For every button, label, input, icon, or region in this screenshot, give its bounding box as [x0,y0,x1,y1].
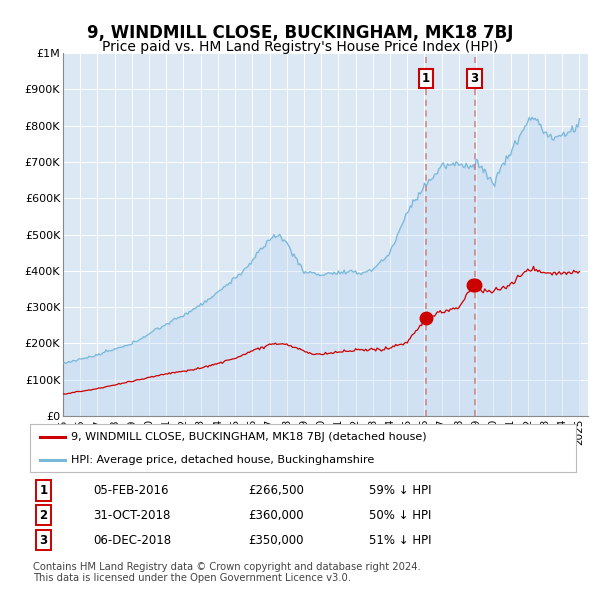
Text: Contains HM Land Registry data © Crown copyright and database right 2024.
This d: Contains HM Land Registry data © Crown c… [33,562,421,584]
Text: 9, WINDMILL CLOSE, BUCKINGHAM, MK18 7BJ: 9, WINDMILL CLOSE, BUCKINGHAM, MK18 7BJ [87,24,513,42]
Text: £266,500: £266,500 [248,484,304,497]
Text: 2: 2 [40,509,48,522]
Text: 06-DEC-2018: 06-DEC-2018 [93,534,171,547]
Text: 9, WINDMILL CLOSE, BUCKINGHAM, MK18 7BJ (detached house): 9, WINDMILL CLOSE, BUCKINGHAM, MK18 7BJ … [71,432,427,442]
Text: 3: 3 [40,534,48,547]
Text: 1: 1 [422,72,430,85]
Text: Price paid vs. HM Land Registry's House Price Index (HPI): Price paid vs. HM Land Registry's House … [102,40,498,54]
Text: £360,000: £360,000 [248,509,304,522]
Text: HPI: Average price, detached house, Buckinghamshire: HPI: Average price, detached house, Buck… [71,455,374,465]
Text: 3: 3 [470,72,479,85]
Text: 50% ↓ HPI: 50% ↓ HPI [368,509,431,522]
Text: 05-FEB-2016: 05-FEB-2016 [93,484,168,497]
Text: 59% ↓ HPI: 59% ↓ HPI [368,484,431,497]
Text: 31-OCT-2018: 31-OCT-2018 [93,509,170,522]
Text: £350,000: £350,000 [248,534,304,547]
Text: 51% ↓ HPI: 51% ↓ HPI [368,534,431,547]
Text: 1: 1 [40,484,48,497]
